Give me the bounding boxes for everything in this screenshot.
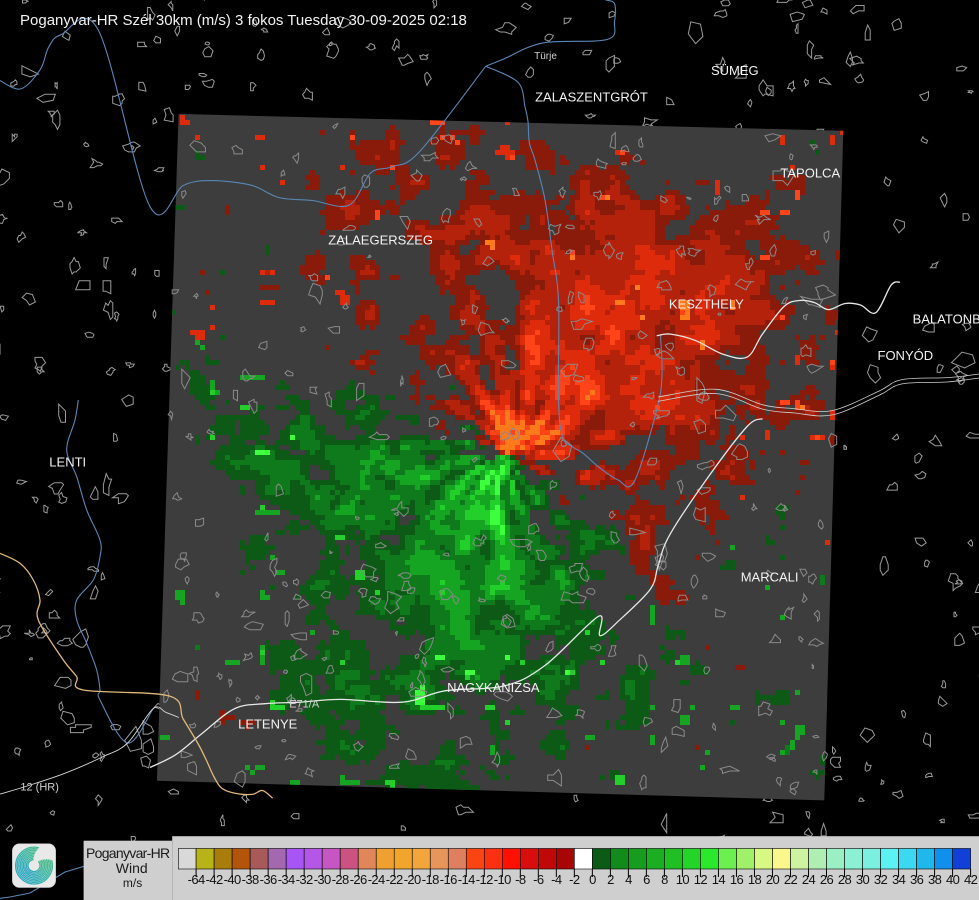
svg-text:-18: -18 [422,872,439,887]
svg-text:LETENYE: LETENYE [238,717,298,732]
svg-text:FONYÓD: FONYÓD [878,348,934,363]
svg-text:6: 6 [643,872,650,887]
svg-text:ZALAEGERSZEG: ZALAEGERSZEG [328,232,433,247]
svg-text:16: 16 [730,872,744,887]
svg-text:-30: -30 [314,872,331,887]
svg-text:24: 24 [802,872,816,887]
svg-text:-40: -40 [224,872,241,887]
svg-text:14: 14 [712,872,726,887]
svg-text:LENTI: LENTI [49,455,86,470]
svg-text:-14: -14 [458,872,475,887]
svg-text:4: 4 [625,872,632,887]
svg-text:-20: -20 [404,872,421,887]
svg-text:Poganyvar-HR: Poganyvar-HR [86,845,170,861]
svg-text:-4: -4 [551,872,562,887]
svg-text:-32: -32 [296,872,313,887]
svg-text:BALATONBOGLÁR: BALATONBOGLÁR [913,312,979,327]
svg-text:-26: -26 [350,872,367,887]
svg-text:30: 30 [856,872,870,887]
svg-text:-22: -22 [386,872,403,887]
svg-text:42: 42 [964,872,978,887]
svg-text:-16: -16 [440,872,457,887]
svg-text:18: 18 [748,872,762,887]
svg-text:Wind: Wind [116,860,148,876]
svg-text:-2: -2 [569,872,580,887]
svg-text:-10: -10 [494,872,511,887]
svg-text:-34: -34 [278,872,295,887]
svg-text:MARCALI: MARCALI [741,570,799,585]
svg-text:40: 40 [946,872,960,887]
svg-text:-6: -6 [533,872,544,887]
svg-text:NAGYKANIZSA: NAGYKANIZSA [447,680,540,695]
svg-text:12: 12 [694,872,708,887]
svg-text:ZALASZENTGRÓT: ZALASZENTGRÓT [535,89,648,104]
svg-text:SÜMEG: SÜMEG [711,63,759,78]
svg-text:38: 38 [928,872,942,887]
svg-text:Türje: Türje [534,51,557,62]
svg-text:m/s: m/s [123,876,142,890]
svg-text:-12: -12 [476,872,493,887]
svg-text:-36: -36 [260,872,277,887]
svg-text:10: 10 [676,872,690,887]
svg-text:36: 36 [910,872,924,887]
svg-text:8: 8 [661,872,668,887]
svg-text:12 (HR): 12 (HR) [20,781,59,793]
svg-text:-42: -42 [206,872,223,887]
svg-text:0: 0 [589,872,596,887]
svg-text:TAPOLCA: TAPOLCA [780,166,840,181]
svg-text:28: 28 [838,872,852,887]
svg-text:-28: -28 [332,872,349,887]
svg-text:-64: -64 [188,872,205,887]
svg-text:26: 26 [820,872,834,887]
svg-text:34: 34 [892,872,906,887]
svg-text:32: 32 [874,872,888,887]
svg-text:KESZTHELY: KESZTHELY [669,296,744,311]
svg-text:22: 22 [784,872,798,887]
svg-text:20: 20 [766,872,780,887]
svg-text:2: 2 [607,872,614,887]
svg-text:-38: -38 [242,872,259,887]
svg-text:-8: -8 [515,872,526,887]
svg-text:Poganyvar-HR Szél 30km (m/s) 3: Poganyvar-HR Szél 30km (m/s) 3 fokos Tue… [20,12,467,29]
svg-text:E71/A: E71/A [289,699,320,711]
svg-text:-24: -24 [368,872,385,887]
